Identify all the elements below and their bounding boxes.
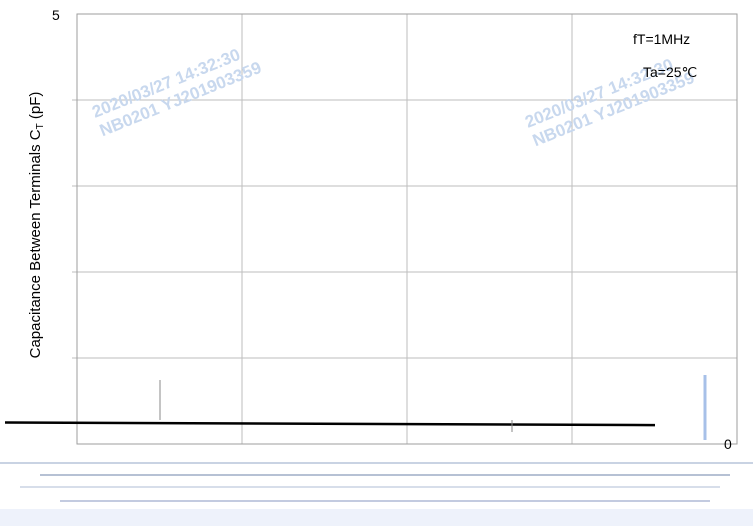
scan-artifact-line (40, 474, 730, 476)
scan-artifact-line (20, 486, 720, 488)
annotation-frequency: fT=1MHz (633, 31, 690, 47)
y-tick-top: 5 (52, 7, 60, 23)
scan-artifact-small-marks (159, 375, 707, 440)
y-tick-bottom: 0 (724, 436, 732, 452)
annotation-temperature: Ta=25℃ (643, 64, 697, 80)
scan-artifact-line (0, 462, 753, 464)
scan-artifact-line (60, 500, 710, 502)
y-axis-label-sub: T (35, 123, 46, 129)
y-axis-label: Capacitance Between Terminals CT (pF) (27, 92, 46, 359)
grid (72, 14, 737, 444)
plot-frame (76, 13, 738, 445)
scan-artifact-band (0, 509, 753, 526)
series-layer (4, 421, 656, 427)
y-axis-label-main: Capacitance Between Terminals C (27, 129, 44, 358)
y-axis-label-unit: (pF) (27, 92, 44, 124)
series-line (4, 421, 656, 427)
